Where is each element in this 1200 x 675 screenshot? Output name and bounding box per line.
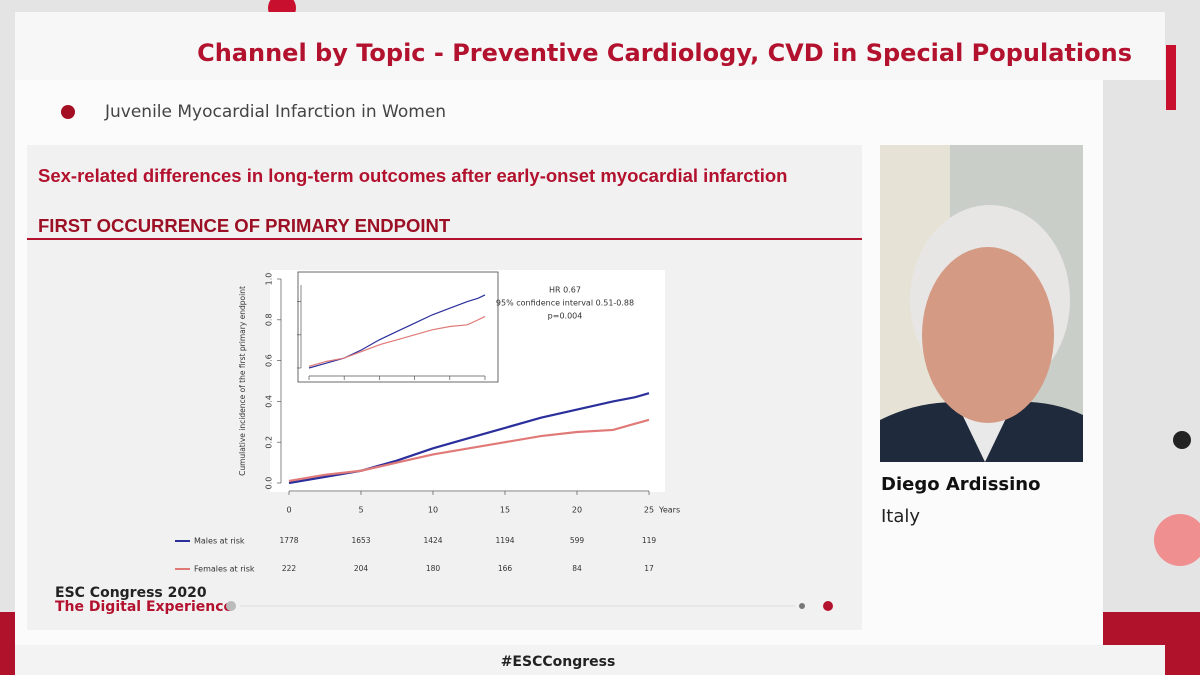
inset-frame [297,271,499,383]
decor-dot [1154,514,1200,566]
at-risk-count: 84 [572,564,582,573]
y-tick-label: 0.8 [265,313,274,326]
speaker-video [880,145,1083,462]
section-title: Juvenile Myocardial Infarction in Women [104,102,446,122]
y-tick-label: 0.6 [265,354,274,367]
y-tick-label: 0.4 [265,395,274,408]
at-risk-count: 1653 [351,536,370,545]
at-risk-count: 166 [498,564,513,573]
at-risk-count: 180 [426,564,441,573]
y-tick-label: 0.2 [265,436,274,449]
y-tick-label: 1.0 [265,273,274,286]
y-axis-label: Cumulative incidence of the first primar… [238,286,247,476]
decor-bar [1166,45,1176,110]
speaker-shirt [960,410,1010,462]
at-risk-count: 599 [570,536,585,545]
congress-name: ESC Congress 2020 [55,585,207,601]
bottom-bar [15,645,1165,675]
slide-subtitle: FIRST OCCURRENCE OF PRIMARY ENDPOINT [38,215,451,236]
annotation: HR 0.67 [549,286,581,295]
slide-title: Sex-related differences in long-term out… [38,165,787,186]
speaker-name: Diego Ardissino [881,474,1040,495]
at-risk-count: 17 [644,564,654,573]
x-tick-label: 10 [428,506,438,515]
progress-dot [799,603,805,609]
survival-line [308,315,486,367]
legend-label: Females at risk [194,565,255,574]
annotation: 95% confidence interval 0.51-0.88 [496,299,634,308]
section-dot [61,105,75,119]
x-tick-label: 20 [572,506,582,515]
x-tick-label: 0 [286,506,291,515]
survival-line [288,418,650,483]
congress-tagline: The Digital Experience [55,599,233,615]
progress-dot [226,601,236,611]
at-risk-count: 204 [354,564,369,573]
y-tick-label: 0.0 [265,477,274,490]
hashtag: #ESCCongress [501,654,616,670]
at-risk-count: 119 [642,536,657,545]
x-tick-label: 15 [500,506,510,515]
at-risk-count: 222 [282,564,297,573]
speaker-country: Italy [881,506,920,527]
speaker-face [922,247,1054,423]
x-tick-label: 25 [644,506,654,515]
at-risk-count: 1194 [495,536,514,545]
x-axis-label: Years [658,506,680,515]
x-tick-label: 5 [358,506,363,515]
decor-dot [1173,431,1191,449]
header-bar [15,12,1165,80]
channel-title: Channel by Topic - Preventive Cardiology… [197,39,1132,67]
at-risk-count: 1778 [279,536,298,545]
at-risk-count: 1424 [423,536,442,545]
annotation: p=0.004 [548,312,583,321]
legend-label: Males at risk [194,537,245,546]
progress-dot [823,601,833,611]
